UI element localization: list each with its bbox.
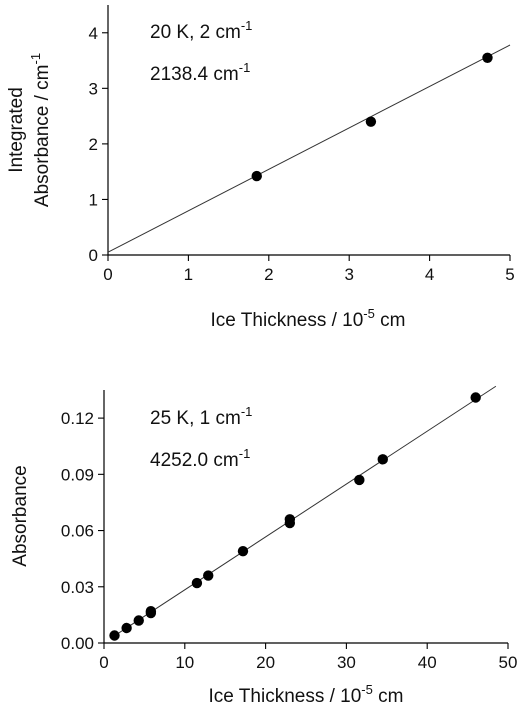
bottom-data-point [145, 605, 157, 617]
bottom-x-tick-label: 40 [418, 653, 437, 672]
top-tick-labels: 0 1 2 3 4 5 0 1 2 3 4 [89, 24, 515, 284]
bottom-x-tick-label: 20 [256, 653, 275, 672]
bottom-plot-area: 0 10 20 30 40 50 0.00 0.03 0.06 0.09 0.12 [61, 385, 518, 672]
top-y-tick-label: 4 [89, 24, 98, 43]
bottom-x-axis-title: Ice Thickness / 10-5 cm [209, 682, 404, 707]
bottom-fit-line [111, 385, 497, 638]
bottom-x-tick-label: 10 [175, 653, 194, 672]
bottom-data-points [109, 392, 481, 641]
top-x-tick-label: 2 [264, 265, 273, 284]
bottom-data-point [354, 474, 365, 486]
bottom-y-tick-label: 0.00 [61, 634, 94, 653]
top-chart: 0 1 2 3 4 5 0 1 2 3 4 20 K, 2 cm-1 2138.4 cm-1 Ice… [6, 5, 515, 331]
top-y-tick-label: 1 [89, 190, 98, 209]
top-y-axis-title-line2: Absorbance / cm-1 [28, 53, 53, 207]
bottom-data-point [377, 454, 388, 465]
bottom-data-point [470, 392, 481, 403]
top-x-tick-label: 1 [184, 265, 193, 284]
bottom-y-axis-title: Absorbance [10, 465, 31, 566]
top-y-axis-title: Integrated Absorbance / cm-1 [6, 53, 53, 207]
bottom-x-tick-label: 50 [499, 653, 518, 672]
top-data-points [251, 52, 493, 182]
bottom-data-point [191, 577, 203, 589]
bottom-x-tick-label: 30 [337, 653, 356, 672]
top-y-tick-label: 2 [89, 135, 98, 154]
bottom-tick-labels: 0 10 20 30 40 50 0.00 0.03 0.06 0.09 0.12 [61, 409, 518, 672]
top-y-tick-label: 3 [89, 79, 98, 98]
bottom-x-tick-label: 0 [99, 653, 108, 672]
top-fit-line [107, 44, 511, 253]
top-x-tick-label: 0 [103, 265, 112, 284]
bottom-ticks [98, 417, 509, 649]
top-x-axis-title: Ice Thickness / 10-5 cm [211, 306, 406, 331]
bottom-y-tick-label: 0.12 [61, 409, 94, 428]
bottom-data-point [237, 545, 249, 557]
top-x-tick-label: 4 [425, 265, 434, 284]
top-annotation-line2: 2138.4 cm-1 [150, 60, 250, 85]
top-data-point [365, 116, 377, 127]
top-x-tick-label: 3 [344, 265, 353, 284]
bottom-y-tick-label: 0.03 [61, 578, 94, 597]
bottom-data-point [109, 630, 120, 641]
top-data-point [251, 170, 262, 182]
bottom-chart: 0 10 20 30 40 50 0.00 0.03 0.06 0.09 0.12 25 K, 1 … [10, 385, 518, 707]
bottom-data-point [121, 622, 132, 634]
top-y-axis-title-line1: Integrated [6, 87, 27, 173]
top-annotation-line1: 20 K, 2 cm-1 [150, 18, 252, 43]
bottom-data-point [284, 514, 296, 525]
top-plot-area: 0 1 2 3 4 5 0 1 2 3 4 [89, 5, 515, 284]
bottom-data-point [133, 615, 144, 626]
top-data-point [482, 52, 493, 63]
bottom-y-tick-label: 0.09 [61, 465, 94, 484]
top-ticks [102, 32, 511, 261]
bottom-annotation-line1: 25 K, 1 cm-1 [150, 404, 252, 429]
bottom-y-tick-label: 0.06 [61, 522, 94, 541]
bottom-data-point [203, 570, 214, 581]
top-y-tick-label: 0 [89, 246, 98, 265]
top-x-tick-label: 5 [505, 265, 514, 284]
bottom-annotation-line2: 4252.0 cm-1 [150, 446, 250, 471]
